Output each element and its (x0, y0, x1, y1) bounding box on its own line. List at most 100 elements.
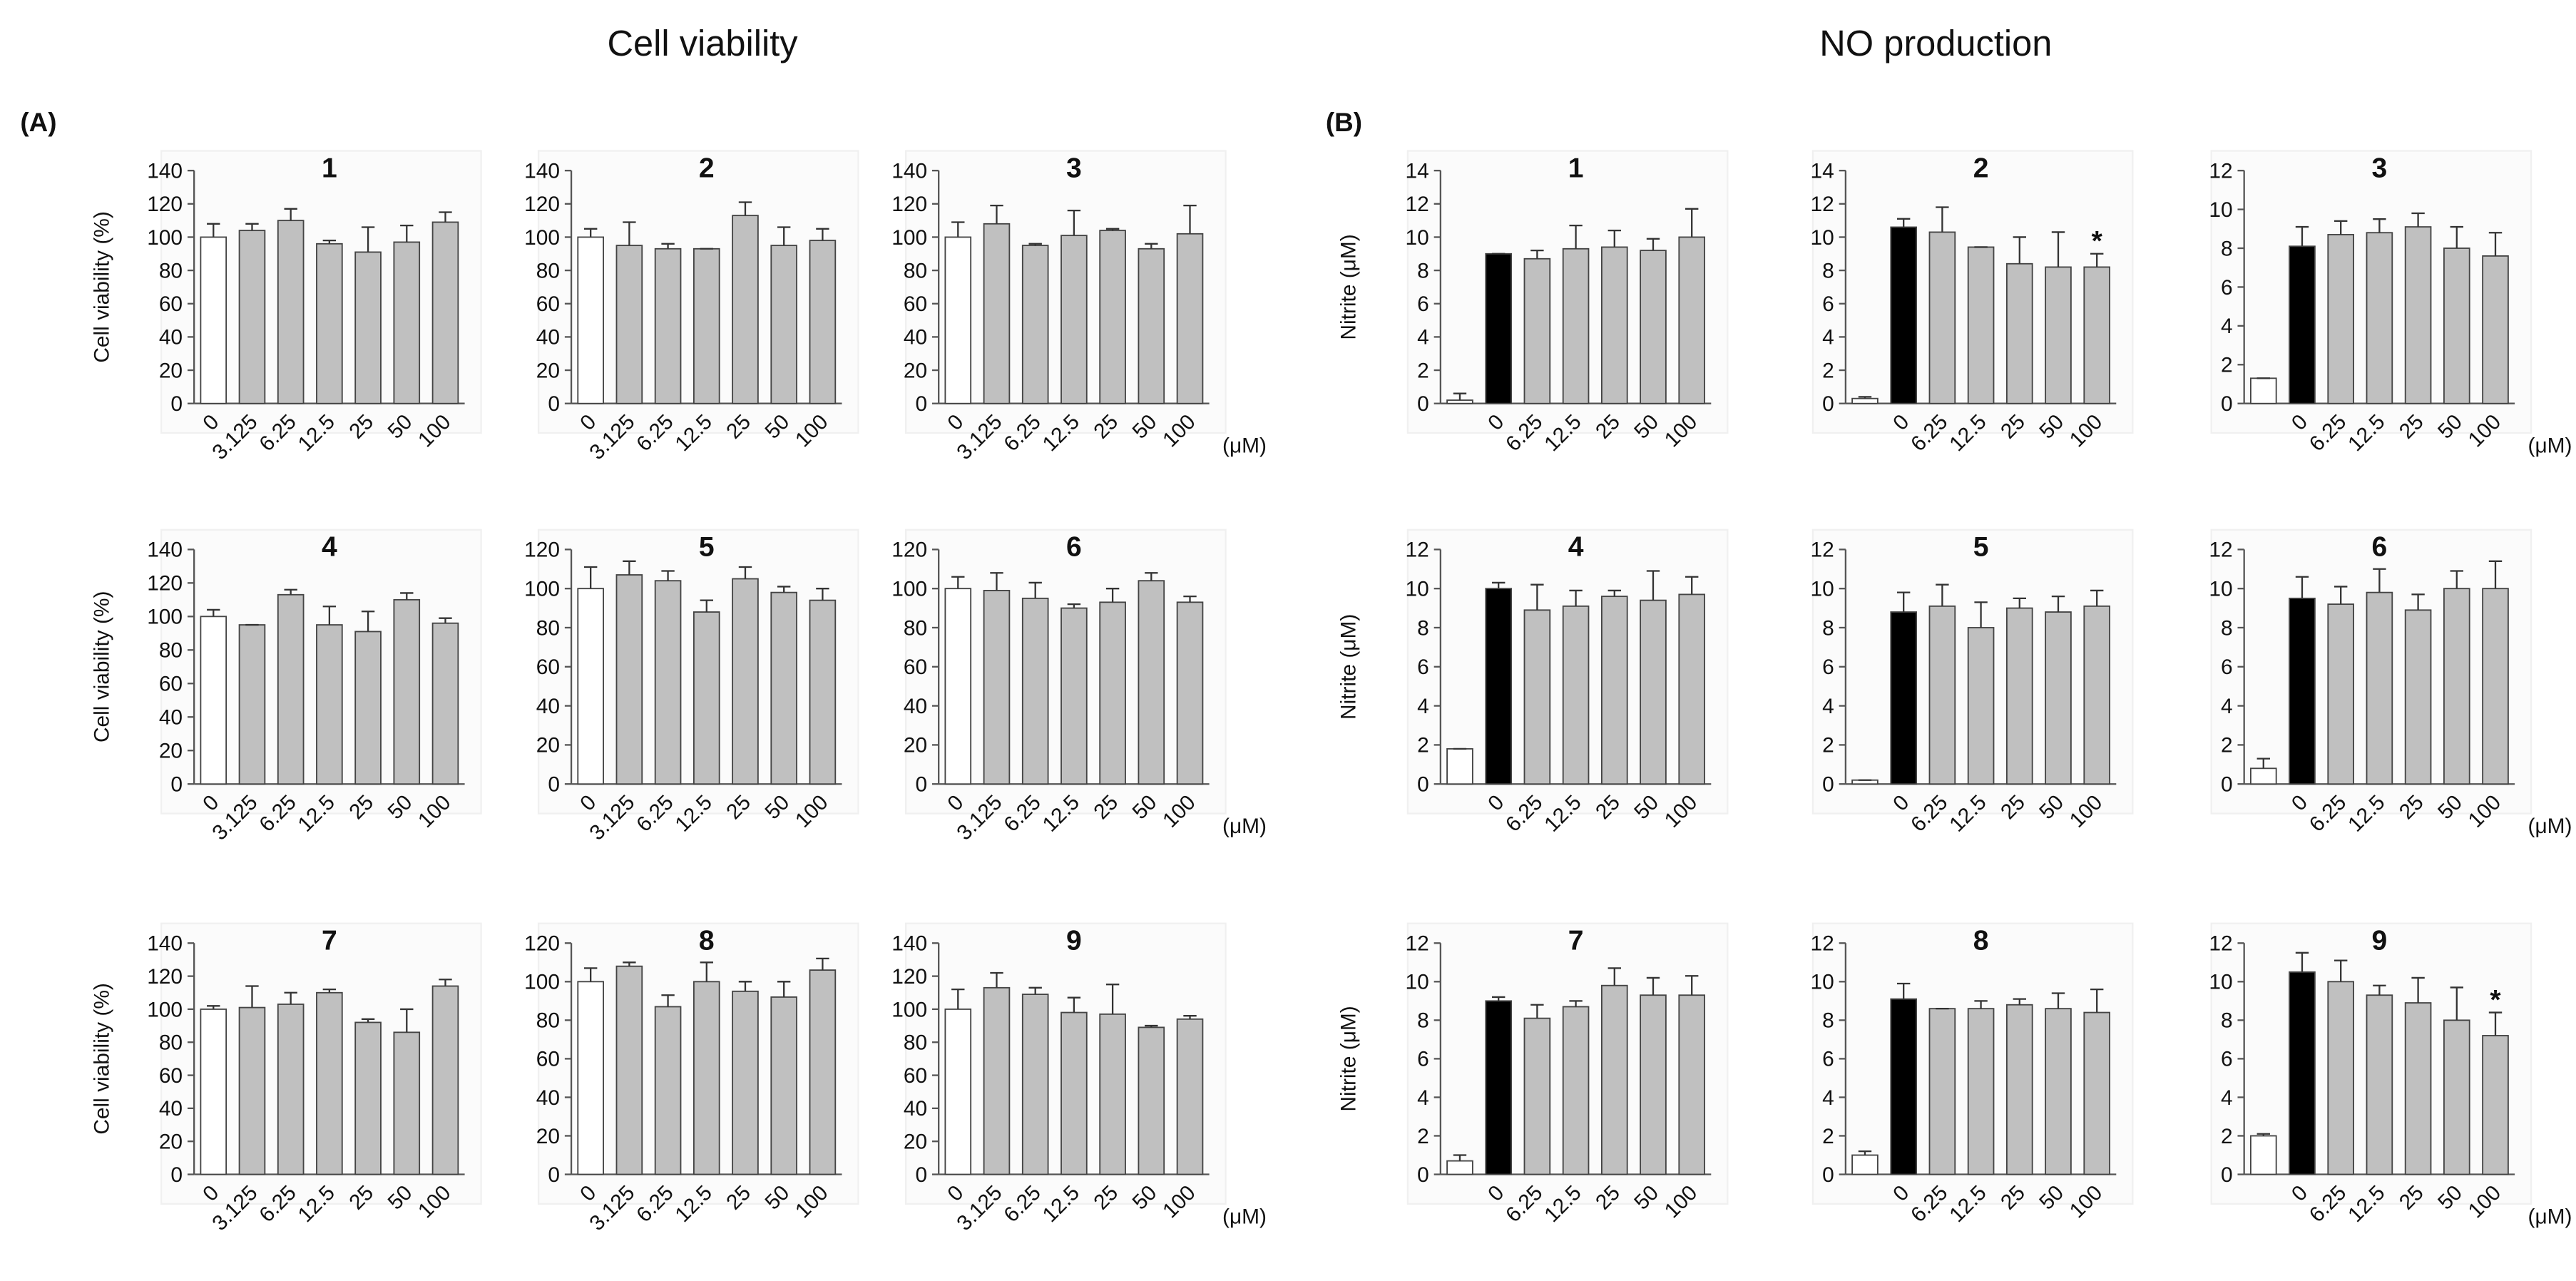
bar (2327, 981, 2354, 1175)
y-tick-label: 10 (1811, 971, 1834, 994)
error-bar (816, 228, 829, 241)
y-tick-label: 40 (159, 326, 183, 349)
bar (1678, 994, 1706, 1175)
y-tick-label: 0 (915, 1163, 927, 1187)
error-bar (2450, 570, 2463, 589)
x-unit: (μM) (1222, 815, 1267, 838)
bar (2249, 377, 2277, 404)
bar (200, 236, 228, 404)
bar (692, 981, 720, 1175)
y-tick-label: 12 (1811, 193, 1834, 216)
y-tick-label: 140 (147, 539, 183, 562)
y-tick-label: 40 (904, 326, 927, 349)
y-tick-label: 6 (1822, 655, 1834, 679)
error-bar (1491, 581, 1506, 589)
bar (944, 588, 972, 785)
bar (2443, 247, 2470, 404)
error-bar (1685, 208, 1699, 238)
bar (615, 574, 643, 785)
error-bar (1145, 572, 1158, 581)
error-bar (1067, 603, 1081, 608)
bar (1138, 247, 1165, 404)
bar (1890, 611, 1917, 785)
y-tick-label: 0 (1822, 1163, 1834, 1187)
y-tick-label: 60 (159, 292, 183, 316)
bar (1176, 233, 1204, 404)
y-tick-label: 60 (536, 655, 560, 679)
y-axis-label: Nitrite (μM) (1336, 614, 1360, 720)
error-bar (816, 588, 829, 601)
bar (2443, 588, 2470, 785)
chart-title: 3 (1066, 153, 1082, 183)
bar (2083, 266, 2111, 404)
y-tick-label: 20 (536, 1125, 560, 1148)
y-tick-label: 14 (1406, 160, 1429, 183)
chart-title: 9 (2372, 925, 2388, 956)
y-tick-label: 4 (1822, 695, 1834, 718)
error-bar (2450, 225, 2463, 249)
bar (1138, 580, 1165, 785)
bar (1176, 601, 1204, 785)
error-bar (1028, 243, 1042, 246)
y-tick-label: 100 (891, 578, 927, 601)
error-bar (2090, 252, 2104, 267)
error-bar (2373, 218, 2386, 233)
significance-marker: * (2490, 985, 2501, 1016)
bar (2005, 1004, 2033, 1175)
error-bar (1608, 229, 1621, 247)
chart-title: 8 (1973, 925, 1989, 956)
y-axis-label: Nitrite (μM) (1336, 234, 1360, 340)
error-bar (2051, 992, 2065, 1009)
y-tick-label: 6 (1822, 1048, 1834, 1071)
y-tick-label: 2 (1822, 734, 1834, 757)
bar (1640, 250, 1667, 404)
y-tick-label: 60 (904, 655, 927, 679)
y-tick-label: 20 (904, 734, 927, 757)
bar (2366, 591, 2393, 785)
bar (2005, 607, 2033, 785)
bar (2289, 245, 2316, 404)
y-tick-label: 120 (891, 965, 927, 989)
bar (2443, 1019, 2470, 1175)
y-tick-label: 2 (1822, 1125, 1834, 1148)
error-bar (207, 223, 220, 238)
y-tick-label: 0 (2221, 773, 2233, 797)
error-bar (1145, 243, 1158, 249)
error-bar (661, 994, 675, 1007)
bar (2289, 597, 2316, 785)
error-bar (816, 957, 829, 971)
y-tick-label: 6 (1417, 655, 1429, 679)
y-tick-label: 10 (1406, 226, 1429, 250)
error-bar (2051, 231, 2065, 267)
y-tick-label: 0 (170, 392, 183, 416)
y-tick-label: 120 (891, 193, 927, 216)
y-tick-label: 0 (548, 392, 560, 416)
y-tick-label: 140 (147, 160, 183, 183)
bar (2366, 232, 2393, 404)
bar (983, 986, 1011, 1175)
y-tick-label: 10 (2209, 578, 2232, 601)
bar (2083, 605, 2111, 785)
bar (2045, 611, 2072, 785)
bar (238, 1006, 266, 1175)
bar (1600, 596, 1628, 785)
error-bar (361, 1018, 375, 1023)
y-tick-label: 12 (1406, 539, 1429, 562)
panel-label: (B) (1326, 108, 1362, 137)
error-bar (1491, 996, 1506, 1001)
y-tick-label: 140 (891, 932, 927, 956)
y-tick-label: 8 (2221, 237, 2233, 260)
section-title: NO production (1819, 23, 2052, 63)
bar (1678, 236, 1706, 404)
error-bar (439, 617, 452, 623)
error-bar (1145, 1024, 1158, 1028)
y-tick-label: 60 (536, 292, 560, 316)
bar (1176, 1018, 1204, 1175)
bar (1562, 247, 1590, 404)
y-tick-label: 6 (2221, 276, 2233, 300)
error-bar (951, 576, 965, 589)
error-bar (1608, 967, 1621, 986)
error-bar (1183, 204, 1197, 234)
bar (1021, 994, 1049, 1175)
error-bar (990, 572, 1003, 591)
